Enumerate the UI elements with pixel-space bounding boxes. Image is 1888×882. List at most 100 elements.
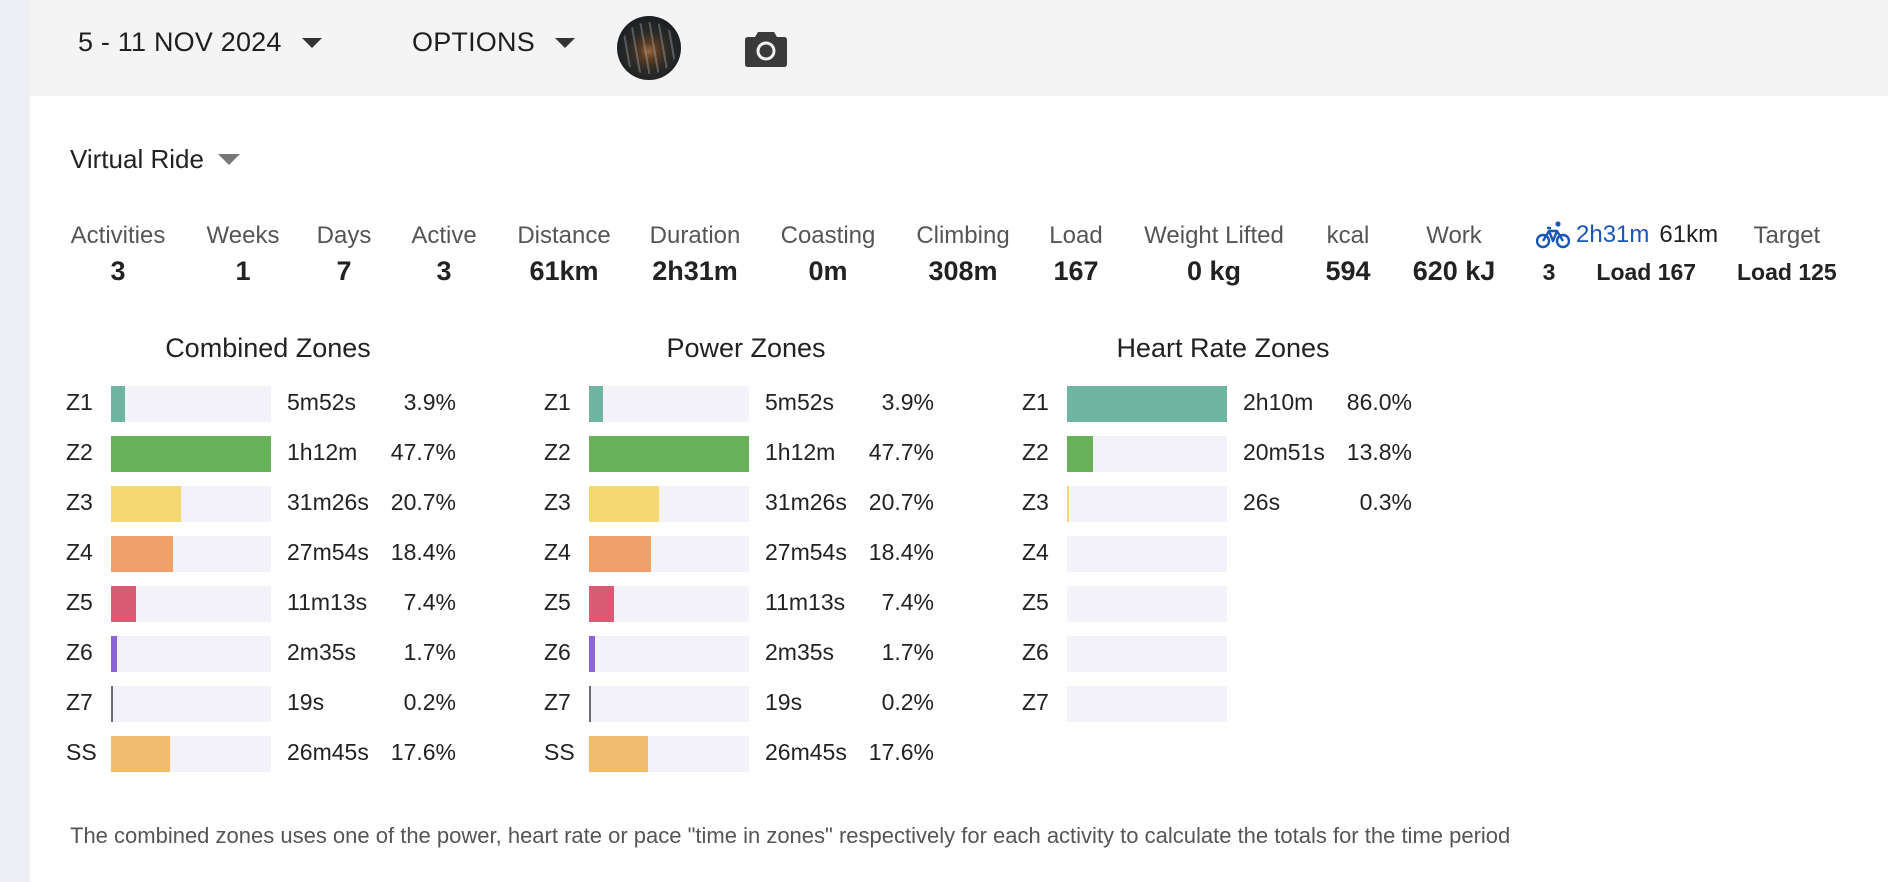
- zone-time: 5m52s: [287, 389, 357, 415]
- zone-row-z3[interactable]: Z3 31m26s 20.7%: [66, 486, 466, 522]
- zone-row-z3[interactable]: Z3 31m26s 20.7%: [544, 486, 944, 522]
- zone-row-z5[interactable]: Z5 11m13s 7.4%: [66, 586, 466, 622]
- zone-row-z1[interactable]: Z1 5m52s 3.9%: [544, 386, 944, 422]
- zone-time: 19s: [765, 689, 803, 715]
- zone-row-ss[interactable]: SS 26m45s 17.6%: [66, 736, 466, 772]
- date-range-dropdown[interactable]: 5 - 11 NOV 2024: [78, 27, 322, 58]
- zone-row-z7[interactable]: Z7: [1022, 686, 1422, 722]
- zone-bar-track: [589, 736, 749, 772]
- zone-bar-track: [1067, 686, 1227, 722]
- zone-row-z1[interactable]: Z1 5m52s 3.9%: [66, 386, 466, 422]
- stat-value: 3: [110, 256, 126, 286]
- zone-percent: 18.4%: [390, 539, 456, 565]
- zone-label: Z3: [544, 489, 571, 515]
- zone-row-z6[interactable]: Z6: [1022, 636, 1422, 672]
- zone-percent: 17.6%: [868, 739, 934, 765]
- zone-row-z4[interactable]: Z4 27m54s 18.4%: [66, 536, 466, 572]
- top-toolbar: 5 - 11 NOV 2024 OPTIONS: [30, 0, 1888, 96]
- stat-weeks: Weeks 1: [153, 222, 333, 287]
- sport-type-dropdown[interactable]: Virtual Ride: [70, 144, 240, 175]
- zone-label: Z4: [1022, 539, 1049, 565]
- bike-duration: 2h31m: [1576, 221, 1650, 248]
- stat-kcal: kcal 594: [1258, 222, 1438, 287]
- stat-label: Duration: [649, 222, 741, 249]
- bike-summary[interactable]: 2h31m 61km 3 Load 167: [1536, 220, 1718, 286]
- stat-value: 0 kg: [1186, 256, 1242, 286]
- zone-label: Z4: [66, 539, 93, 565]
- avatar[interactable]: [617, 16, 681, 80]
- stat-days: Days 7: [254, 222, 434, 287]
- footnote: The combined zones uses one of the power…: [70, 823, 1511, 848]
- zone-row-z2[interactable]: Z2 1h12m 47.7%: [66, 436, 466, 472]
- zone-percent: 0.2%: [881, 689, 934, 715]
- target-stat: Target Load 125: [1737, 222, 1837, 286]
- stat-label: Activities: [70, 222, 166, 249]
- zone-chart-title: Power Zones: [666, 333, 826, 363]
- zone-percent: 0.2%: [403, 689, 456, 715]
- chevron-down-icon: [301, 37, 322, 48]
- stat-value: 3: [436, 256, 452, 286]
- zone-time: 27m54s: [765, 539, 847, 565]
- zone-percent: 1.7%: [881, 639, 934, 665]
- zone-bar-track: [1067, 536, 1227, 572]
- zone-bar-fill: [111, 586, 136, 622]
- zone-bar-fill: [111, 436, 271, 472]
- zone-time: 2m35s: [765, 639, 835, 665]
- zone-row-z6[interactable]: Z6 2m35s 1.7%: [544, 636, 944, 672]
- zone-bar-fill: [589, 636, 595, 672]
- stat-label: kcal: [1326, 222, 1370, 249]
- zone-row-z2[interactable]: Z2 20m51s 13.8%: [1022, 436, 1422, 472]
- camera-icon[interactable]: [744, 28, 788, 68]
- stat-duration: Duration 2h31m: [605, 222, 785, 287]
- zone-time: 27m54s: [287, 539, 369, 565]
- left-sidebar: [0, 0, 30, 882]
- zone-bar-track: [589, 586, 749, 622]
- zone-bar-track: [589, 686, 749, 722]
- target-value: Load 125: [1737, 259, 1837, 285]
- zone-bar-fill: [589, 486, 659, 522]
- stat-distance: Distance 61km: [474, 222, 654, 287]
- stat-value: 7: [336, 256, 352, 286]
- zone-row-z5[interactable]: Z5 11m13s 7.4%: [544, 586, 944, 622]
- stat-label: Work: [1426, 222, 1482, 249]
- zone-time: 5m52s: [765, 389, 835, 415]
- zone-row-z4[interactable]: Z4 27m54s 18.4%: [544, 536, 944, 572]
- zone-percent: 47.7%: [390, 439, 456, 465]
- zone-row-z4[interactable]: Z4: [1022, 536, 1422, 572]
- zone-label: Z3: [66, 489, 93, 515]
- zone-row-z7[interactable]: Z7 19s 0.2%: [66, 686, 466, 722]
- zone-label: Z4: [544, 539, 571, 565]
- zone-bar-track: [111, 586, 271, 622]
- zone-percent: 13.8%: [1346, 439, 1412, 465]
- zone-row-z1[interactable]: Z1 2h10m 86.0%: [1022, 386, 1422, 422]
- zone-percent: 47.7%: [868, 439, 934, 465]
- bike-distance: 61km: [1659, 221, 1719, 248]
- zone-bar-fill: [1067, 436, 1093, 472]
- zone-percent: 0.3%: [1359, 489, 1412, 515]
- zone-time: 11m13s: [765, 589, 846, 615]
- zone-bar-track: [111, 386, 271, 422]
- zone-bar-fill: [1067, 486, 1069, 522]
- zone-bar-track: [589, 536, 749, 572]
- zone-row-z5[interactable]: Z5: [1022, 586, 1422, 622]
- zone-percent: 20.7%: [390, 489, 456, 515]
- stat-label: Coasting: [780, 222, 876, 249]
- zone-label: Z1: [544, 389, 571, 415]
- zone-row-z7[interactable]: Z7 19s 0.2%: [544, 686, 944, 722]
- stat-label: Days: [316, 222, 372, 249]
- options-dropdown[interactable]: OPTIONS: [412, 27, 575, 58]
- zone-row-ss[interactable]: SS 26m45s 17.6%: [544, 736, 944, 772]
- stat-value: 2h31m: [652, 256, 738, 286]
- chevron-down-icon: [554, 37, 575, 48]
- zone-row-z2[interactable]: Z2 1h12m 47.7%: [544, 436, 944, 472]
- stat-value: 1: [235, 256, 251, 286]
- zone-bar-fill: [111, 386, 125, 422]
- zone-row-z3[interactable]: Z3 26s 0.3%: [1022, 486, 1422, 522]
- zone-bar-track: [589, 386, 749, 422]
- zone-label: Z7: [66, 689, 93, 715]
- zone-label: Z5: [1022, 589, 1049, 615]
- stat-weight-lifted: Weight Lifted 0 kg: [1124, 222, 1304, 287]
- stat-label: Distance: [517, 222, 611, 249]
- zone-label: SS: [544, 739, 575, 765]
- zone-row-z6[interactable]: Z6 2m35s 1.7%: [66, 636, 466, 672]
